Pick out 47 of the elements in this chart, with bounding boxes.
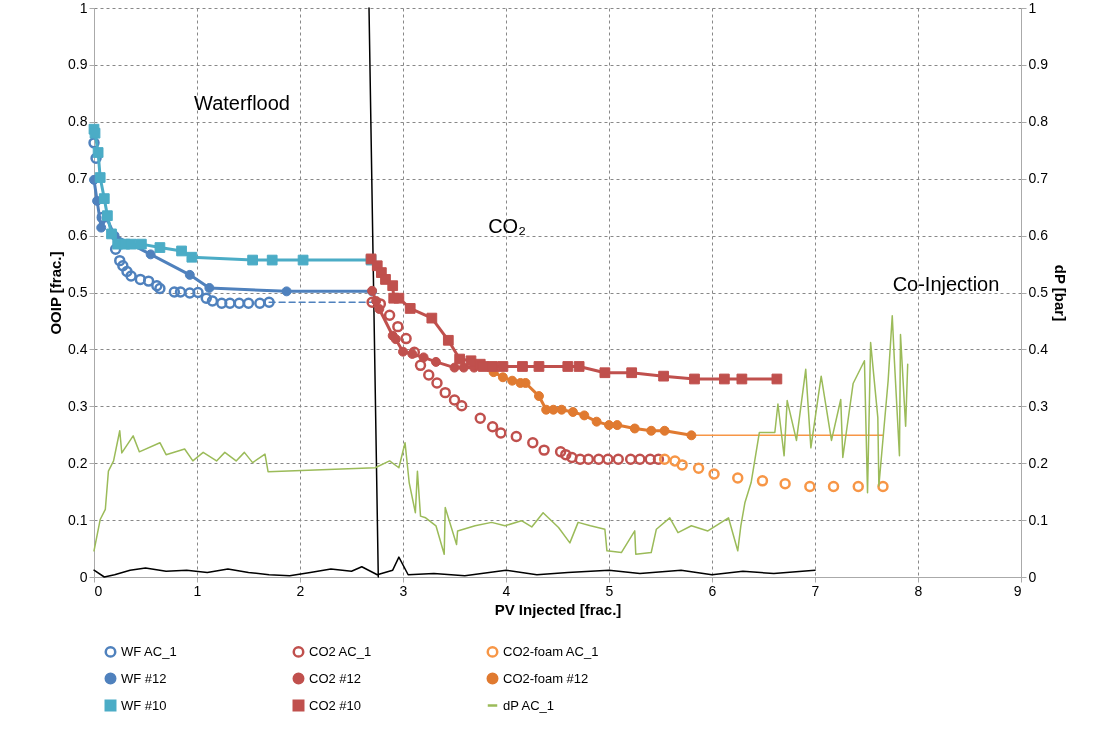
y2-tick-label: 0.6 [1028, 227, 1049, 244]
legend-label: CO2-foam #12 [503, 670, 589, 686]
y-tick-label: 0.2 [68, 454, 88, 471]
y-tick-label: 0.6 [68, 227, 88, 244]
y2-tick-label: 0.9 [1028, 56, 1049, 73]
y2-tick-label: 0.8 [1028, 113, 1049, 130]
y-tick-label: 0.1 [68, 511, 88, 528]
x-tick-label: 3 [399, 582, 408, 599]
y-tick-label: 0 [79, 568, 88, 585]
x-tick-label: 5 [605, 582, 614, 599]
y2-axis-title: dP [bar] [1051, 264, 1069, 322]
y-tick-label: 0.3 [68, 397, 88, 414]
annotation: Waterflood [194, 92, 290, 114]
y-tick-label: 0.4 [68, 340, 88, 357]
legend-label: dP AC_1 [503, 697, 555, 713]
x-tick-label: 6 [708, 582, 717, 599]
y-tick-label: 0.9 [68, 56, 88, 73]
y2-tick-label: 1 [1028, 0, 1037, 16]
x-tick-label: 4 [502, 582, 511, 599]
y-tick-label: 0.7 [68, 170, 88, 187]
legend-label: WF #10 [121, 697, 167, 713]
y2-tick-label: 0.7 [1028, 170, 1049, 187]
x-axis-title: PV Injected [frac.] [494, 600, 622, 618]
x-tick-label: 8 [914, 582, 923, 599]
y2-tick-label: 0.1 [1028, 511, 1049, 528]
y-tick-label: 1 [79, 0, 88, 16]
legend-label: CO2 #10 [309, 697, 362, 713]
y-tick-label: 0.5 [68, 284, 88, 300]
y2-tick-label: 0 [1028, 568, 1037, 585]
annotation: CO₂ [488, 215, 526, 237]
y2-tick-label: 0.5 [1028, 284, 1049, 300]
y2-tick-label: 0.4 [1028, 340, 1049, 357]
legend-label: WF AC_1 [121, 643, 177, 659]
annotation: Co-Injection [892, 273, 1000, 295]
x-tick-label: 2 [296, 582, 305, 599]
x-tick-label: 9 [1013, 582, 1022, 599]
legend-label: WF #12 [121, 670, 167, 686]
x-tick-label: 1 [193, 582, 202, 599]
y-tick-label: 0.8 [68, 113, 88, 130]
legend-label: CO2 AC_1 [309, 643, 372, 659]
x-tick-label: 7 [811, 582, 820, 599]
y2-tick-label: 0.2 [1028, 454, 1049, 471]
y-axis-title: OOIP [frac.] [47, 251, 65, 335]
legend-label: CO2-foam AC_1 [503, 643, 599, 659]
legend-label: CO2 #12 [309, 670, 362, 686]
y2-tick-label: 0.3 [1028, 397, 1049, 414]
x-tick-label: 0 [94, 582, 103, 599]
